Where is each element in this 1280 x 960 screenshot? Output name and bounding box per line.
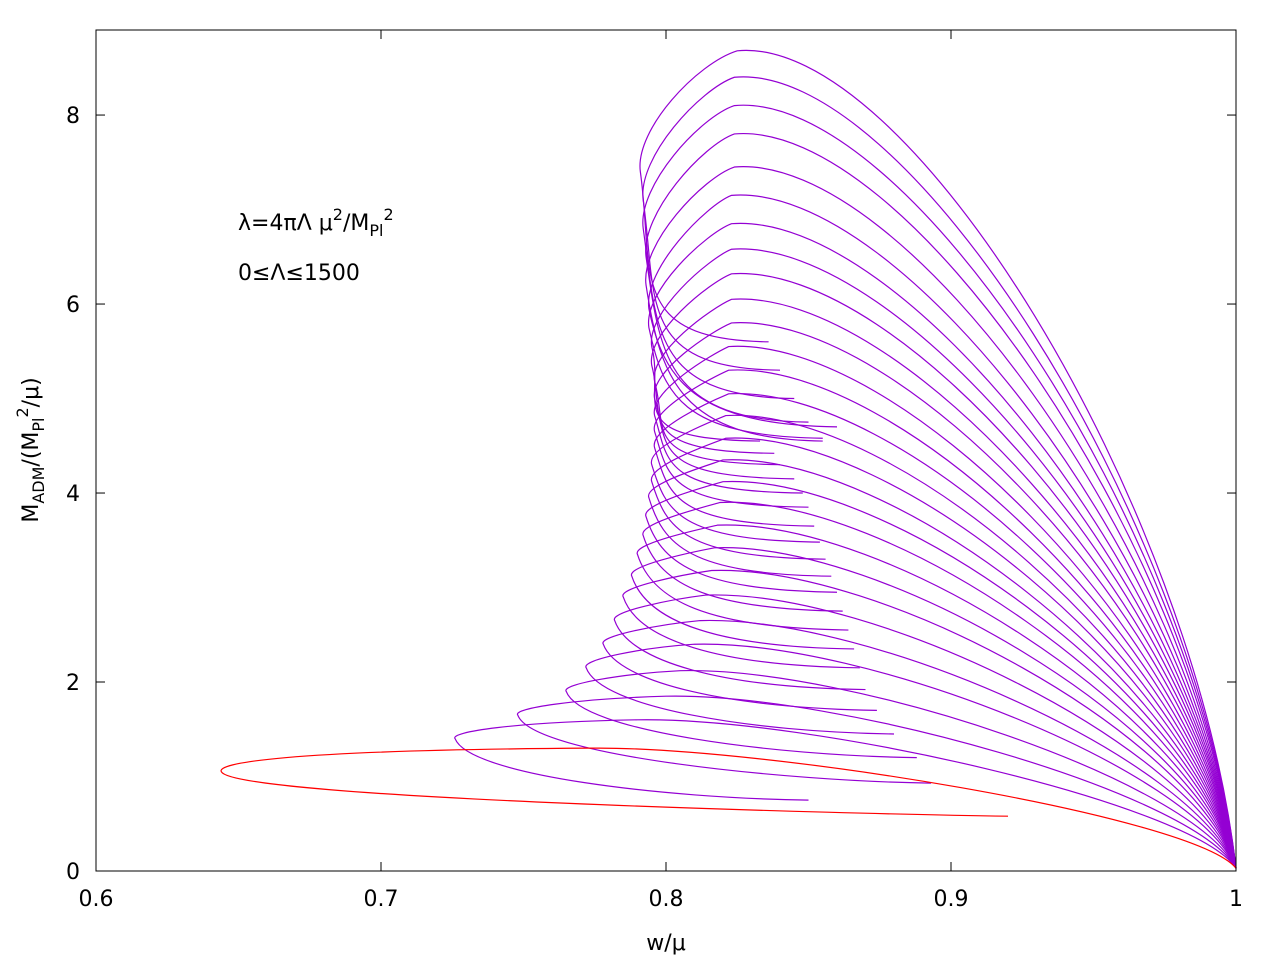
y-tick-label: 8	[66, 104, 80, 129]
curve-group	[220, 50, 1237, 869]
y-axis-title-sup: 2	[13, 407, 32, 417]
series-line	[648, 223, 1237, 869]
y-tick-label: 0	[66, 860, 80, 885]
series-line	[653, 322, 1237, 869]
series-line	[602, 619, 1237, 869]
series-line	[622, 569, 1237, 869]
series-line	[653, 369, 1237, 869]
series-line	[648, 194, 1237, 869]
series-line	[639, 50, 1237, 869]
x-tick-label: 0.9	[934, 887, 969, 912]
series-line	[517, 695, 1237, 869]
annotation-range: 0≤Λ≤1500	[238, 261, 360, 286]
series-line	[631, 547, 1237, 869]
annotation-lambda: λ=4πΛ μ2/MPl2	[238, 205, 394, 240]
series-line	[653, 298, 1237, 869]
series-line	[454, 719, 1237, 869]
annotation-lambda-sup1: 2	[333, 205, 343, 224]
x-axis-title: w/μ	[646, 931, 685, 956]
y-axis-title-sub2: Pl	[29, 418, 48, 432]
series-line	[645, 481, 1237, 869]
series-line	[648, 459, 1237, 869]
series-line	[642, 76, 1237, 869]
y-tick-label: 4	[66, 482, 80, 507]
y-axis-title-mid: /(M	[19, 432, 44, 467]
y-axis-title: MADM/(MPl2/μ)	[13, 377, 48, 522]
series-line	[585, 643, 1237, 869]
x-tick-label: 1	[1229, 887, 1243, 912]
series-line	[565, 670, 1237, 869]
y-tick-label: 6	[66, 293, 80, 318]
x-tick-label: 0.8	[649, 887, 684, 912]
annotation-lambda-sup2: 2	[383, 205, 393, 224]
series-line	[614, 594, 1237, 869]
y-axis-title-tail: /μ)	[19, 377, 44, 407]
series-line	[653, 393, 1237, 869]
series-line	[645, 166, 1237, 869]
series-line	[642, 104, 1237, 869]
annotation-lambda-sub: Pl	[369, 221, 383, 240]
series-line-red	[220, 747, 1237, 869]
annotation-lambda-a: λ=4πΛ μ	[238, 211, 333, 236]
series-line	[651, 437, 1237, 869]
x-tick-label: 0.6	[79, 887, 114, 912]
y-axis-title-main: M	[19, 504, 44, 523]
x-tick-label: 0.7	[364, 887, 399, 912]
series-line	[642, 501, 1237, 869]
annotation-lambda-b: /M	[343, 211, 369, 236]
axis-ticks: 0.6 0.7 0.8 0.9 1 0 2 4 6 8	[66, 30, 1243, 912]
y-axis-title-sub1: ADM	[29, 467, 48, 504]
series-line	[651, 414, 1237, 869]
series-line	[645, 133, 1237, 869]
series-line	[636, 524, 1237, 869]
y-tick-label: 2	[66, 671, 80, 696]
